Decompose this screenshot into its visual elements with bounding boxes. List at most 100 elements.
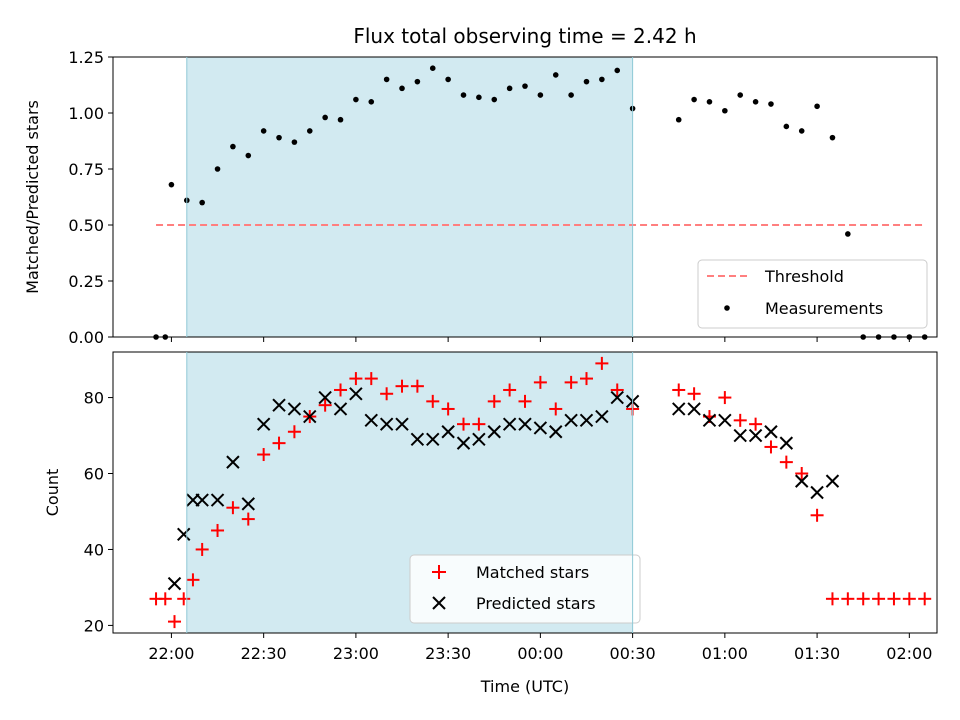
legend-threshold-label: Threshold xyxy=(764,267,844,286)
matched-star-point xyxy=(549,402,563,416)
ratio-legend-box xyxy=(697,259,928,329)
matched-star-point xyxy=(158,592,172,606)
measurement-point xyxy=(368,99,375,105)
x-tick-label: 23:00 xyxy=(333,644,379,663)
predicted-star-point xyxy=(441,425,455,439)
count-x-ticks: 22:00 22:30 23:00 23:30 00:00 00:30 01:00 01:30… xyxy=(148,633,932,663)
ratio-y-axis-title: Matched/Predicted stars xyxy=(23,100,42,294)
matched-star-point xyxy=(272,436,286,450)
predicted-stars-points xyxy=(167,387,840,591)
matched-star-point xyxy=(503,383,517,397)
predicted-star-point xyxy=(795,474,809,488)
ratio-x-ticks xyxy=(170,337,910,342)
x-tick-label: 23:30 xyxy=(425,644,471,663)
legend-predicted-swatch xyxy=(432,596,446,610)
count-legend-box xyxy=(409,554,641,624)
measurement-point xyxy=(276,134,282,141)
ratio-y-axis: 0.00 0.25 0.50 0.75 1.00 1.25 xyxy=(68,48,113,347)
y-tick-label: 1.25 xyxy=(68,48,104,67)
matched-star-point xyxy=(887,592,901,606)
legend-matched-swatch xyxy=(432,565,446,579)
x-tick-label: 01:00 xyxy=(702,644,748,663)
predicted-star-point xyxy=(779,436,794,450)
ratio-legend: Threshold Measurements xyxy=(697,259,928,329)
matched-star-point xyxy=(579,372,593,386)
predicted-star-point xyxy=(810,485,824,500)
measurement-point xyxy=(460,92,467,98)
predicted-star-point xyxy=(595,409,609,424)
measurement-point xyxy=(737,92,744,98)
y-tick-label: 20 xyxy=(84,616,104,635)
predicted-star-point xyxy=(349,387,363,401)
predicted-star-point xyxy=(687,402,701,416)
predicted-star-point xyxy=(272,398,286,412)
panel-ratio: 0.00 0.25 0.50 0.75 1.00 1.25 Matched/Predict… xyxy=(23,48,938,347)
y-tick-label: 0.50 xyxy=(68,216,104,235)
matched-star-point xyxy=(195,542,209,556)
matched-star-point xyxy=(672,383,686,397)
predicted-star-point xyxy=(748,428,763,443)
count-y-axis: 20 40 60 80 xyxy=(84,389,113,635)
matched-star-point xyxy=(841,592,855,606)
matched-star-point xyxy=(186,573,200,587)
measurement-point xyxy=(583,78,590,85)
matched-star-point xyxy=(426,394,440,408)
legend-matched-label: Matched stars xyxy=(476,563,589,582)
predicted-star-point xyxy=(825,474,840,488)
matched-star-point xyxy=(918,592,932,606)
legend-measurements-label: Measurements xyxy=(765,299,883,318)
y-tick-label: 40 xyxy=(84,540,104,559)
x-tick-label: 02:00 xyxy=(886,644,932,663)
predicted-star-point xyxy=(318,390,332,405)
predicted-star-point xyxy=(718,413,732,428)
measurement-point xyxy=(752,99,759,105)
y-tick-label: 0.75 xyxy=(68,160,104,179)
predicted-star-point xyxy=(287,402,302,416)
predicted-star-point xyxy=(502,417,517,431)
measurement-point xyxy=(414,78,421,85)
matched-star-point xyxy=(334,383,348,397)
predicted-star-point xyxy=(487,425,501,439)
x-tick-label: 00:00 xyxy=(517,644,563,663)
measurement-point xyxy=(168,181,175,188)
predicted-star-point xyxy=(733,428,747,443)
measurement-point xyxy=(537,92,544,98)
x-tick-label: 22:00 xyxy=(148,644,194,663)
measurement-point xyxy=(306,128,313,134)
predicted-star-point xyxy=(241,497,255,511)
measurement-point xyxy=(675,116,682,123)
predicted-star-point xyxy=(579,413,594,428)
matched-star-point xyxy=(595,356,609,370)
matched-star-point xyxy=(395,379,409,393)
matched-star-point xyxy=(364,372,378,386)
matched-star-point xyxy=(764,440,778,454)
measurement-point xyxy=(260,128,267,134)
predicted-star-point xyxy=(195,493,209,507)
matched-star-point xyxy=(902,592,916,606)
matched-star-point xyxy=(380,387,394,401)
x-tick-label: 00:30 xyxy=(610,644,656,663)
matched-star-point xyxy=(177,592,191,606)
ratio-plot-frame xyxy=(112,56,938,338)
measurement-point xyxy=(722,107,728,114)
matched-star-point xyxy=(795,467,809,481)
matched-star-point xyxy=(687,387,701,401)
measurement-point xyxy=(845,231,851,237)
x-axis-title: Time (UTC) xyxy=(480,677,569,696)
predicted-star-point xyxy=(333,402,348,416)
predicted-star-point xyxy=(764,425,778,439)
measurement-point xyxy=(291,139,298,145)
matched-star-point xyxy=(825,592,839,606)
measurement-points xyxy=(153,65,928,340)
predicted-star-point xyxy=(226,455,240,469)
legend-predicted-label: Predicted stars xyxy=(476,594,596,613)
measurement-point xyxy=(783,123,790,130)
measurement-point xyxy=(614,67,621,74)
predicted-star-point xyxy=(426,432,440,447)
matched-star-point xyxy=(318,398,332,412)
measurement-point xyxy=(691,96,697,103)
matched-star-point xyxy=(810,508,824,522)
predicted-star-point xyxy=(410,432,425,447)
panel-count: 20 40 60 80 22:00 22:30 23:00 23:30 00:00 00:30 0… xyxy=(43,351,938,663)
